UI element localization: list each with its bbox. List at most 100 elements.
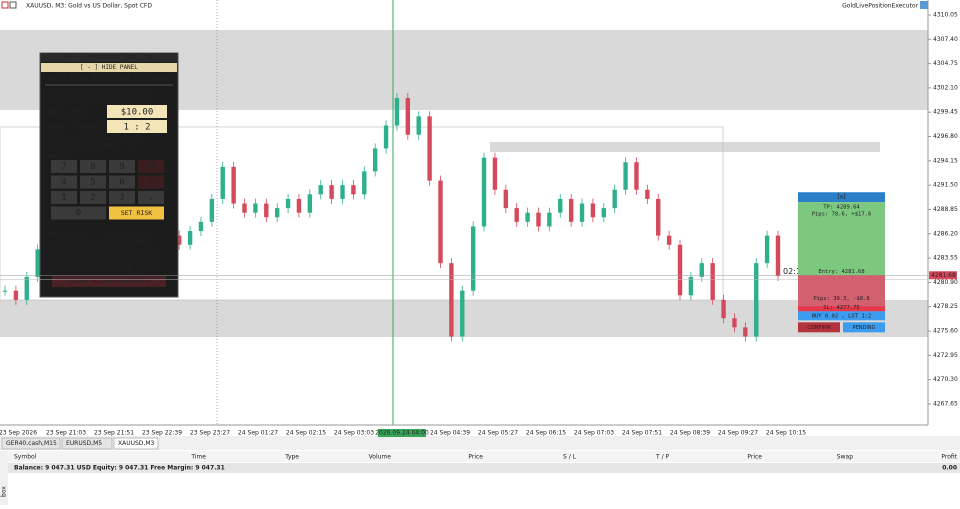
pending-button[interactable] <box>843 322 885 333</box>
close-button[interactable]: [x] <box>837 194 845 201</box>
risk-input[interactable] <box>107 105 167 118</box>
candle <box>176 235 182 245</box>
panel-text: GOLD LIVE POSITION EXECUTOR <box>48 74 170 83</box>
panel-text[interactable]: CLEAR ALL MEASUREMENTS <box>69 278 149 285</box>
y-tick-label: 4267.65 <box>933 400 958 407</box>
candle <box>13 290 19 300</box>
column-header: Price <box>468 454 483 461</box>
tab-label[interactable]: XAUUSD,M3 <box>118 440 155 447</box>
key-label[interactable]: 7 <box>61 162 66 172</box>
side-bar <box>0 451 8 505</box>
numpad-key[interactable] <box>51 191 77 204</box>
tab[interactable] <box>113 437 159 450</box>
candle <box>677 244 683 296</box>
key-label[interactable]: 5 <box>90 178 95 188</box>
candle <box>634 162 639 190</box>
numpad-key[interactable] <box>51 160 77 173</box>
y-tick-label: 4307.40 <box>933 36 958 43</box>
confirm-label[interactable]: CONFIRM <box>807 325 830 331</box>
numpad-key[interactable] <box>51 175 77 189</box>
candle <box>340 185 345 199</box>
candle <box>296 198 302 213</box>
key-label[interactable]: 8 <box>90 162 95 172</box>
countdown: 02:11 <box>783 267 806 276</box>
table-header <box>0 451 960 462</box>
tab[interactable] <box>61 437 113 450</box>
y-tick-label: 4278.25 <box>933 303 958 310</box>
numpad-key[interactable] <box>138 191 164 204</box>
key-label[interactable]: 0 <box>76 209 81 219</box>
numpad-key[interactable] <box>51 206 106 220</box>
panel-text: ratio above <box>48 244 88 251</box>
key-label[interactable]: 6 <box>119 178 124 188</box>
panel-text[interactable]: 1 : 2 <box>123 123 150 133</box>
numpad-key[interactable] <box>109 191 135 204</box>
y-tick-label: 4275.60 <box>933 328 958 335</box>
key-label[interactable]: . <box>148 193 153 203</box>
position-text: Pips: 39.3, -$8.8 <box>813 296 869 302</box>
hide-button[interactable] <box>41 63 177 72</box>
y-tick-label: 4286.20 <box>933 230 958 237</box>
panel-text[interactable]: [ OFF ] MEASURING TOOL (tap) <box>58 54 159 61</box>
x-tick-label: 23 Sep 22:39 <box>142 430 182 437</box>
y-tick-label: 4302.10 <box>933 84 958 91</box>
candle <box>743 327 748 337</box>
key-label[interactable]: C <box>148 178 153 188</box>
column-header: Type <box>284 454 299 461</box>
numpad-key[interactable] <box>109 160 135 173</box>
y-tick-label: 4283.55 <box>933 255 958 262</box>
numpad-key[interactable] <box>138 175 164 189</box>
numpad-key[interactable] <box>80 191 106 204</box>
key-label[interactable]: <X <box>146 162 157 172</box>
column-header: T / P <box>655 454 670 461</box>
y-tick-label: 4291.50 <box>933 182 958 189</box>
close-bar[interactable] <box>798 192 885 203</box>
candle <box>394 97 400 126</box>
rr-input[interactable] <box>107 120 167 133</box>
tab-label[interactable]: EURUSD,M5 <box>66 440 102 447</box>
panel-text: 3. Drag to the stop-loss price <box>48 257 157 264</box>
range-box <box>0 126 724 301</box>
panel-text: Daily Risk <box>48 108 91 116</box>
panel-text[interactable]: [ - ] HIDE PANEL <box>80 64 138 71</box>
key-label[interactable]: 3 <box>119 193 124 203</box>
candle <box>710 263 715 300</box>
key-label[interactable]: 2 <box>90 193 95 203</box>
clear-button[interactable] <box>52 276 166 287</box>
column-header: Profit <box>941 454 957 461</box>
candle <box>514 208 519 222</box>
key-label[interactable]: 1 <box>61 193 66 203</box>
numpad-key[interactable] <box>80 175 106 189</box>
x-tick-label: 24 Sep 01:27 <box>238 430 278 437</box>
numpad-key[interactable] <box>138 160 164 173</box>
candle <box>754 263 759 337</box>
tool-panel <box>39 52 179 298</box>
expert-icon <box>920 1 928 9</box>
x-tick-label: 23 Sep 23:27 <box>190 430 230 437</box>
key-label[interactable]: 4 <box>61 178 66 188</box>
pending-label[interactable]: PENDING <box>853 325 876 331</box>
candle <box>209 198 215 222</box>
numpad-key[interactable] <box>109 206 164 220</box>
numpad-key[interactable] <box>109 175 135 189</box>
key-label[interactable]: 9 <box>119 162 124 172</box>
candle <box>372 148 378 172</box>
candle <box>470 226 476 291</box>
side-label: box <box>1 486 8 497</box>
candle <box>24 276 29 300</box>
candle <box>383 125 389 149</box>
candle <box>656 198 661 236</box>
panel-header[interactable] <box>41 53 177 62</box>
numpad-key[interactable] <box>80 160 106 173</box>
tab-label[interactable]: GER40.cash,M15 <box>6 440 57 447</box>
tab[interactable] <box>1 437 61 450</box>
x-tick-label: 24 Sep 07:03 <box>574 430 614 437</box>
confirm-button[interactable] <box>798 322 840 333</box>
candle <box>699 263 704 277</box>
column-header: Time <box>190 454 206 461</box>
key-label[interactable]: SET RISK <box>121 209 152 217</box>
sl-bar <box>798 306 885 312</box>
panel-text[interactable]: $10.00 <box>121 108 154 118</box>
candle <box>220 166 225 199</box>
y-tick-label: 4272.95 <box>933 352 958 359</box>
